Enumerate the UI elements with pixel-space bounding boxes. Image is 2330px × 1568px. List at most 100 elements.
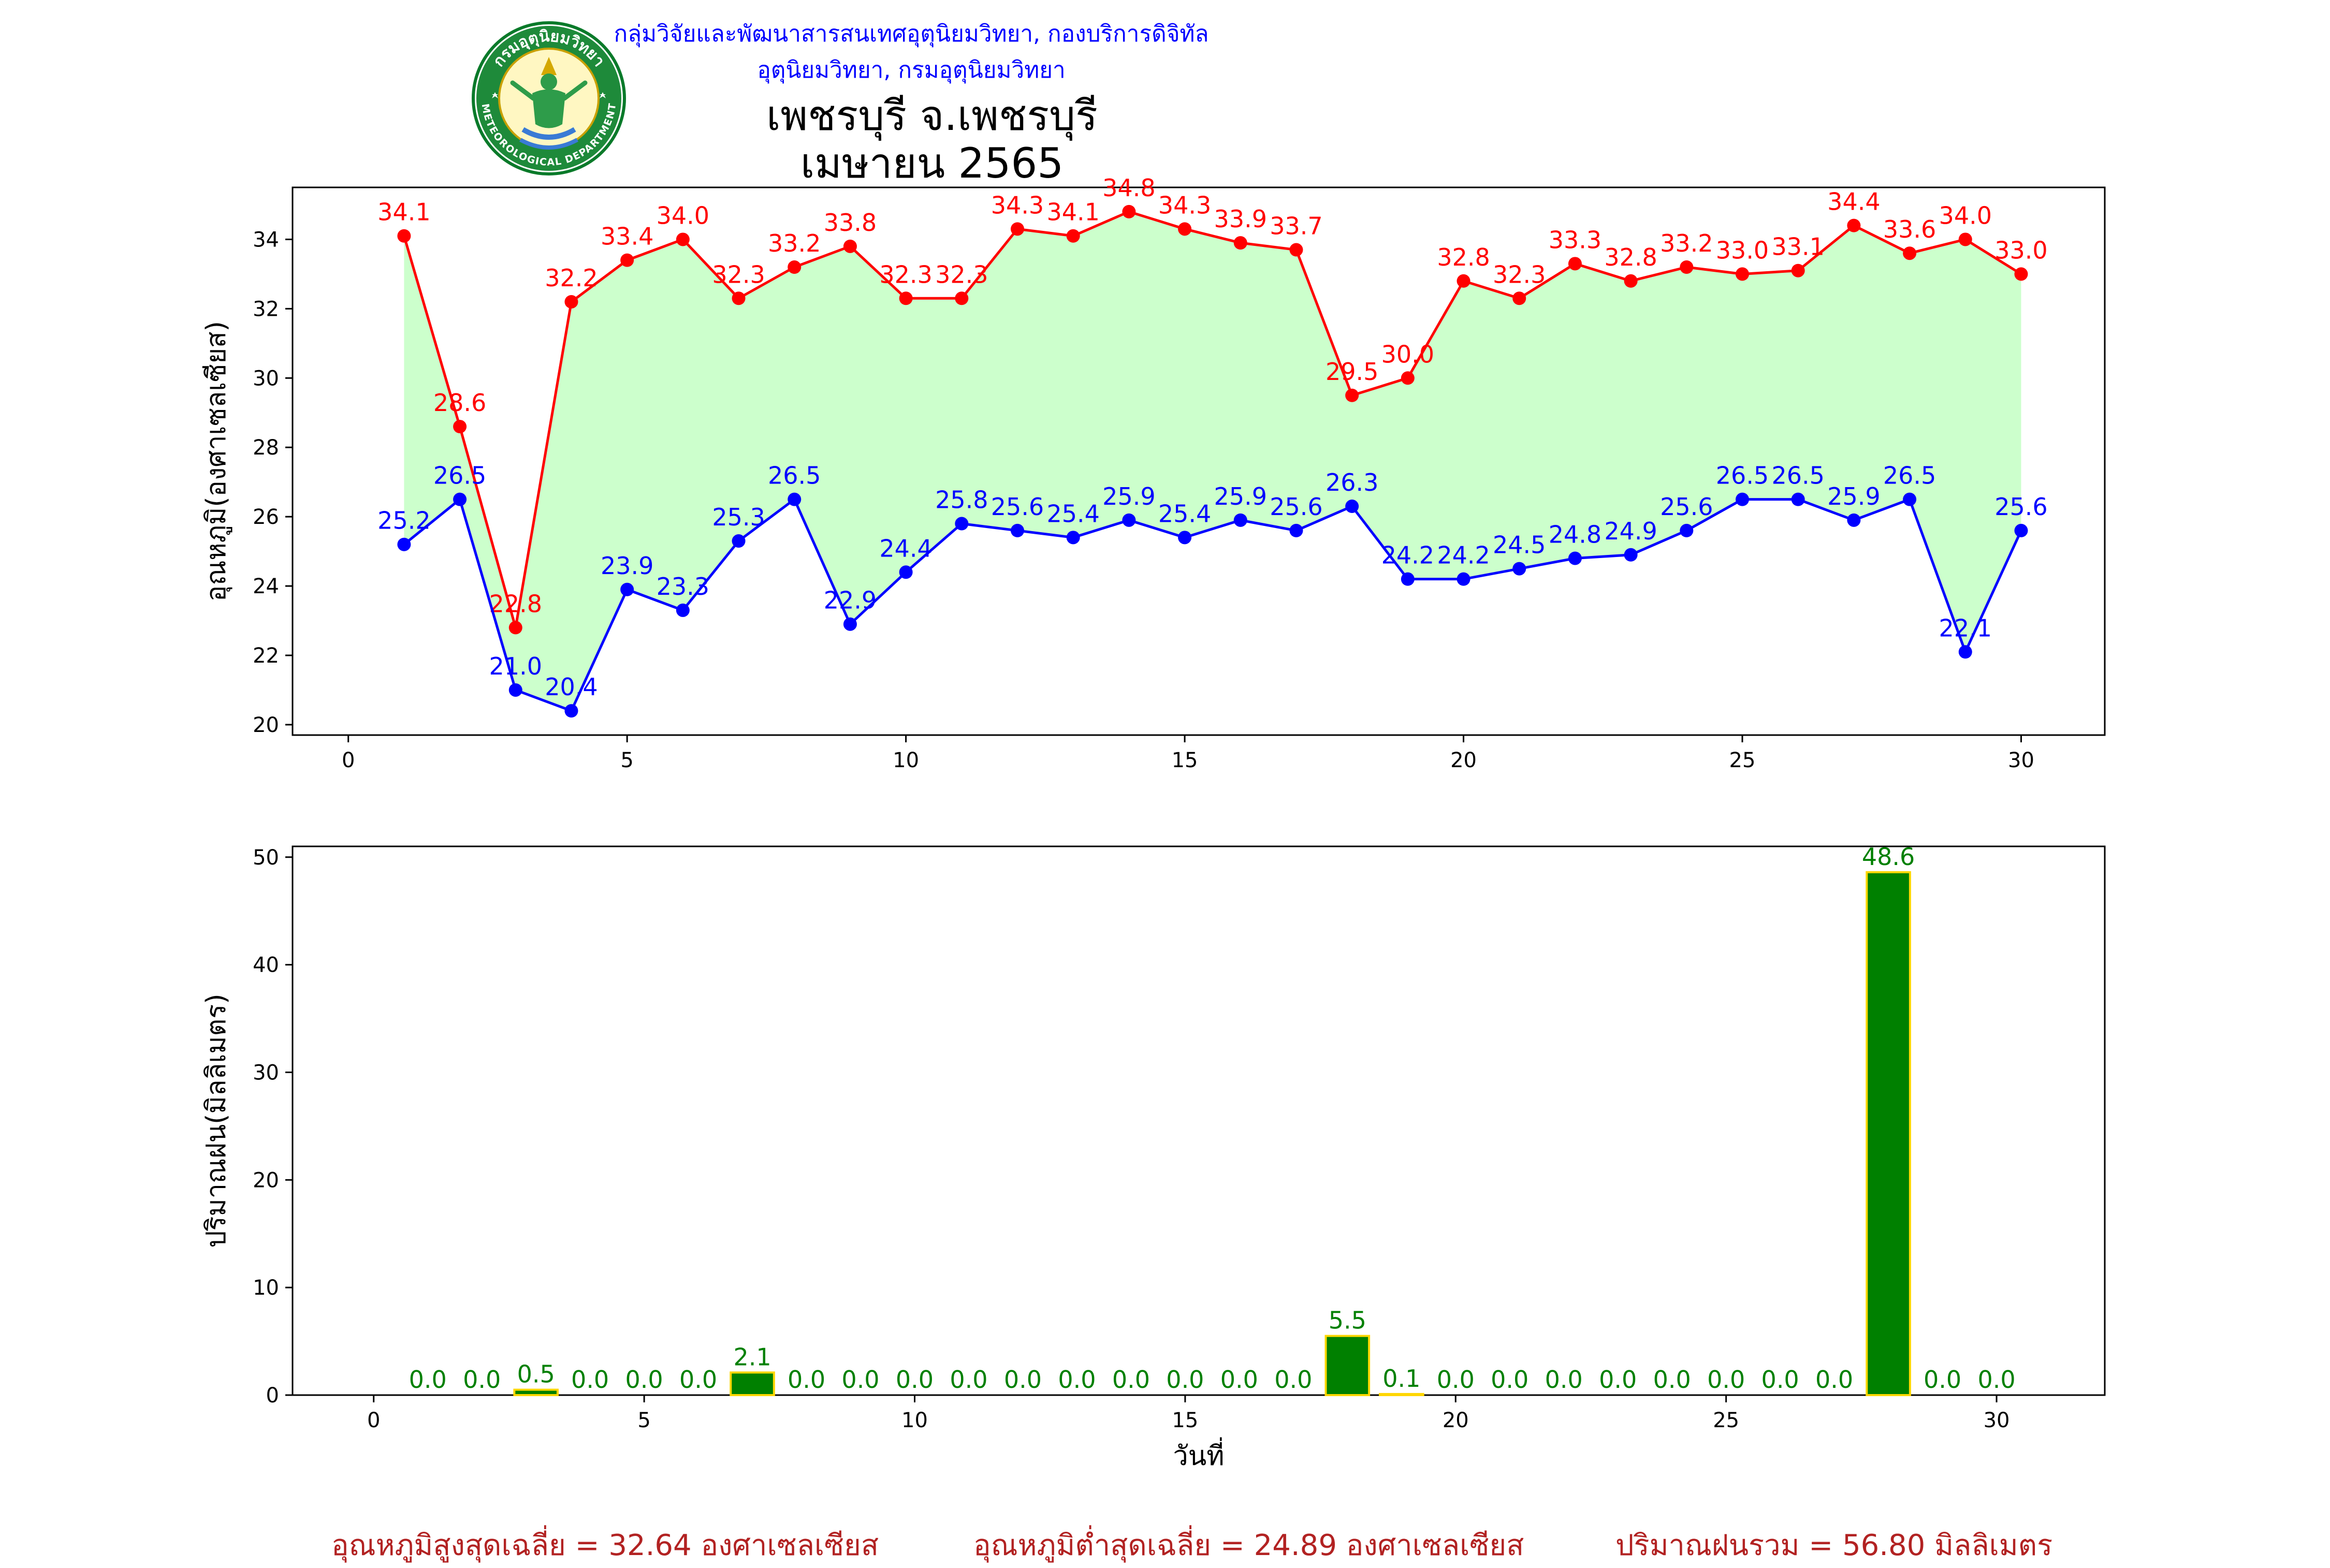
min-temp-point [620, 582, 634, 596]
max-temp-point [1903, 246, 1917, 260]
organization-text: กลุ่มวิจัยและพัฒนาสารสนเทศอุตุนิยมวิทยา,… [614, 21, 1209, 83]
y-tick-label: 26 [253, 505, 279, 529]
max-temp-data-label: 33.7 [1270, 212, 1322, 240]
avg-min-temp-text: อุณหภูมิต่ำสุดเฉลี่ย = 24.89 องศาเซลเซีย… [973, 1529, 1524, 1562]
min-temp-point [1680, 523, 1694, 537]
x-tick-label: 5 [620, 749, 633, 772]
min-temp-point [1512, 562, 1526, 576]
min-temp-point [1847, 513, 1861, 527]
max-temp-data-label: 32.2 [545, 264, 598, 292]
rain-data-label: 0.0 [1599, 1366, 1637, 1394]
rain-data-label: 0.0 [1761, 1366, 1799, 1394]
min-temp-data-label: 24.4 [879, 534, 932, 562]
rain-data-label: 0.0 [1058, 1366, 1096, 1394]
min-temp-data-label: 25.3 [712, 503, 765, 531]
max-temp-point [397, 229, 411, 243]
min-temp-data-label: 25.4 [1046, 500, 1099, 527]
y-tick-label: 10 [253, 1276, 279, 1300]
min-temp-point [1791, 492, 1805, 506]
max-temp-data-label: 32.3 [712, 260, 765, 288]
min-temp-data-label: 25.6 [1270, 493, 1322, 521]
x-tick-label: 10 [893, 749, 919, 772]
max-temp-point [1233, 236, 1247, 250]
plot-frame [292, 186, 2106, 736]
max-temp-point [899, 291, 913, 305]
min-temp-point [508, 683, 522, 697]
min-temp-data-label: 25.8 [935, 486, 988, 514]
max-temp-point [453, 420, 467, 434]
min-temp-point [1457, 572, 1470, 586]
max-temp-point [1624, 274, 1638, 288]
max-temp-data-label: 22.8 [489, 590, 542, 618]
max-temp-point [1011, 222, 1024, 236]
rain-data-label: 0.0 [1653, 1366, 1691, 1394]
y-axis-label: อุณหภูมิ(องศาเซลเซียส) [201, 321, 232, 602]
deity-figure-icon [510, 57, 588, 150]
min-temp-point [1736, 492, 1749, 506]
max-temp-data-label: 33.2 [768, 229, 821, 257]
x-tick-label: 15 [1172, 1409, 1198, 1432]
total-rain-text: ปริมาณฝนรวม = 56.80 มิลลิเมตร [1615, 1529, 2053, 1562]
max-temp-data-label: 33.2 [1660, 229, 1713, 257]
min-temp-data-label: 23.3 [657, 573, 709, 600]
max-temp-data-label: 34.3 [1158, 191, 1211, 219]
max-temp-data-label: 33.6 [1883, 215, 1936, 243]
min-temp-point [1345, 500, 1359, 514]
y-tick-label: 22 [253, 644, 279, 668]
max-temp-data-label: 28.6 [433, 389, 486, 417]
x-tick-label: 25 [1713, 1409, 1739, 1432]
max-temp-point [843, 239, 857, 253]
max-temp-line [402, 210, 2022, 628]
rain-data-label: 0.0 [1545, 1366, 1583, 1394]
rain-data-label: 0.0 [1437, 1366, 1475, 1394]
min-temp-point [1401, 572, 1415, 586]
y-tick-label: 20 [253, 713, 279, 737]
min-temp-data-label: 21.0 [489, 652, 542, 680]
plot-frame [292, 845, 2106, 1396]
max-temp-data-label: 32.8 [1437, 243, 1490, 271]
rain-data-label: 0.0 [788, 1366, 825, 1394]
min-temp-point [453, 492, 467, 506]
rain-data-label: 0.0 [1004, 1366, 1042, 1394]
rain-data-label: 0.0 [463, 1366, 501, 1394]
rain-bar [513, 1388, 559, 1397]
min-temp-data-label: 25.6 [1660, 493, 1713, 521]
min-temp-data-label: 26.5 [1883, 462, 1936, 490]
y-tick-label: 0 [266, 1384, 279, 1408]
max-temp-data-label: 33.0 [1994, 236, 2047, 264]
max-temp-point [1847, 218, 1861, 232]
min-temp-point [1178, 531, 1192, 545]
max-temp-data-label: 32.8 [1604, 243, 1657, 271]
min-temp-data-label: 24.5 [1493, 531, 1546, 559]
min-temp-point [732, 534, 746, 548]
temperature-range-fill [404, 211, 2021, 711]
x-tick-label: 5 [637, 1409, 650, 1432]
min-temp-data-label: 26.5 [1716, 462, 1769, 490]
min-temp-data-label: 24.2 [1437, 541, 1490, 569]
max-temp-point [1401, 371, 1415, 385]
y-tick-label: 34 [253, 228, 279, 252]
min-temp-data-label: 25.6 [991, 493, 1044, 521]
rain-data-label: 0.0 [1977, 1366, 2015, 1394]
y-tick-label: 24 [253, 575, 279, 598]
rain-data-label: 0.0 [896, 1366, 934, 1394]
rain-data-label: 48.6 [1862, 843, 1915, 871]
rain-data-label: 0.0 [625, 1366, 663, 1394]
max-temp-point [1736, 267, 1749, 281]
min-temp-point [1568, 551, 1582, 565]
max-temp-data-label: 34.1 [1046, 198, 1099, 226]
min-temp-point [2014, 523, 2028, 537]
y-tick-label: 30 [253, 1061, 279, 1085]
x-tick-label: 0 [367, 1409, 380, 1432]
rain-data-label: 0.0 [1924, 1366, 1961, 1394]
max-temp-data-label: 34.4 [1827, 188, 1880, 216]
min-temp-data-label: 25.4 [1158, 500, 1211, 527]
rain-data-label: 0.0 [1220, 1366, 1258, 1394]
min-temp-data-label: 26.5 [768, 462, 821, 490]
max-temp-data-label: 32.3 [935, 260, 988, 288]
rain-data-label: 0.0 [841, 1366, 879, 1394]
min-temp-data-label: 26.5 [433, 462, 486, 490]
x-axis-label: วันที่ [1173, 1437, 1224, 1472]
min-temp-point [397, 537, 411, 551]
min-temp-point [1122, 513, 1136, 527]
